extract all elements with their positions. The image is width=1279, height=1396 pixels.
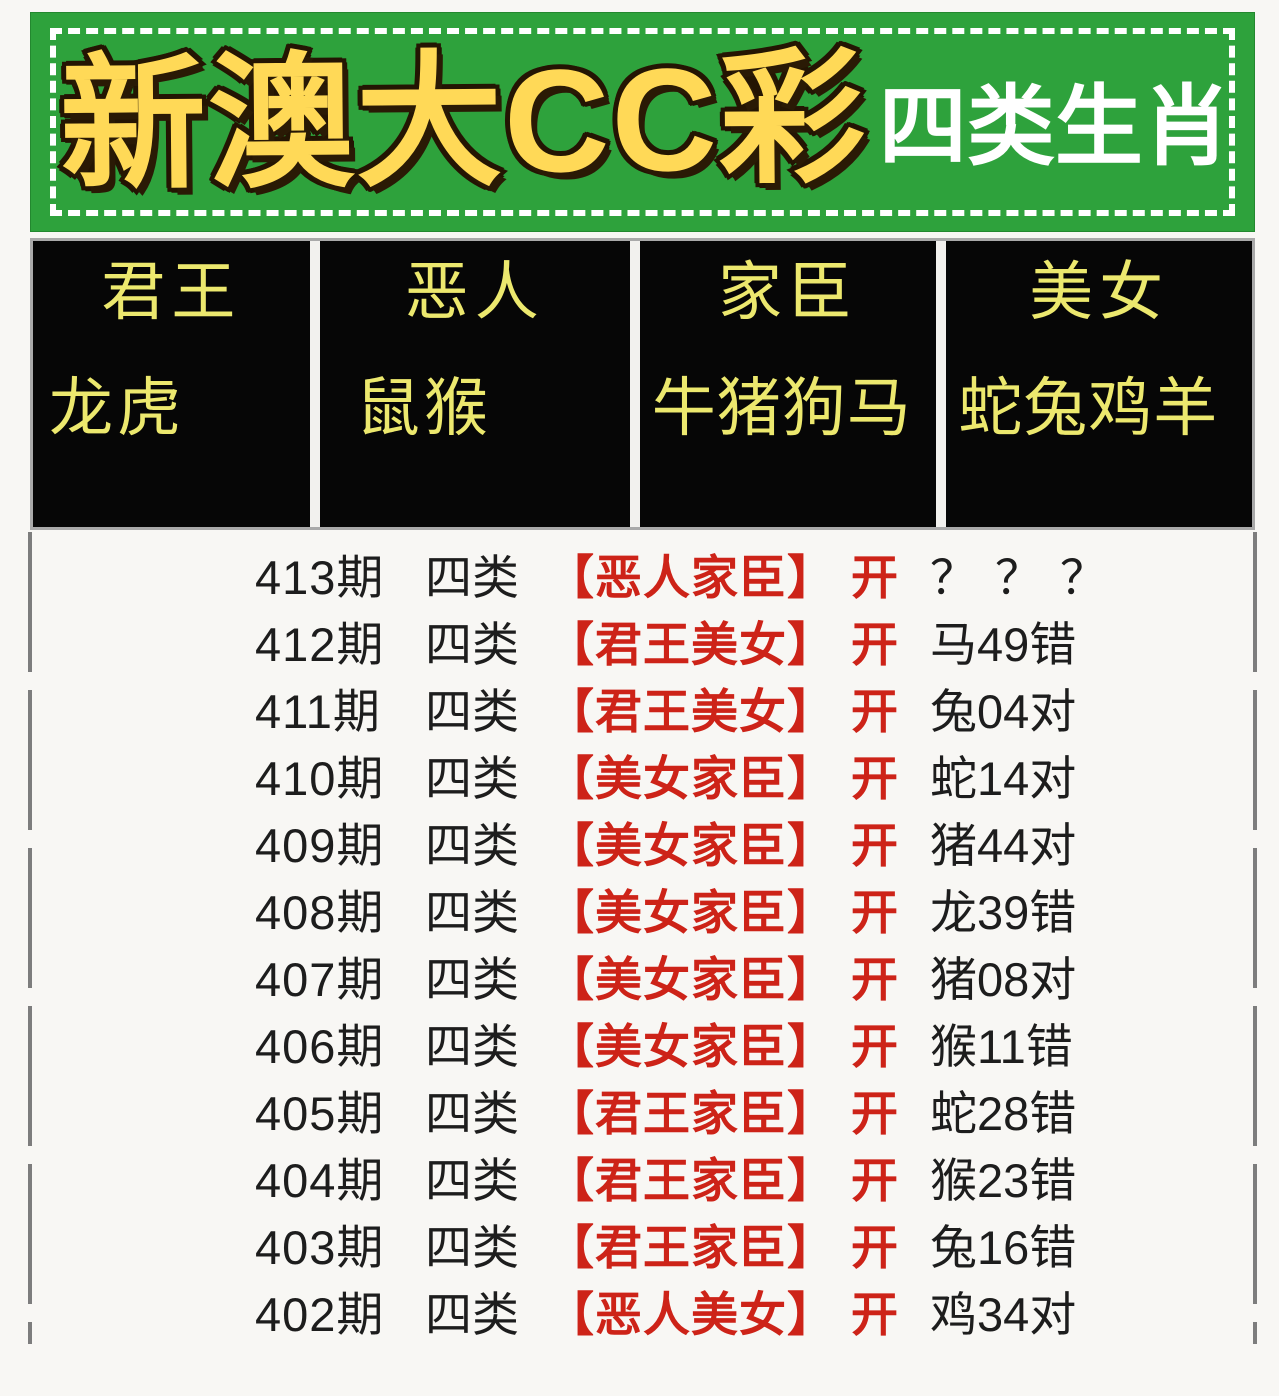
results-list: 413期 四类 【恶人家臣】 开 ？？？ 412期 四类 【君王美女】 开 马4… [28, 532, 1257, 1344]
result-row: 410期 四类 【美女家臣】 开 蛇14对 [30, 741, 1255, 808]
open-label: 开 [851, 1288, 898, 1341]
pick-label: 【美女家臣】 [547, 1020, 835, 1073]
period-label: 410期 [255, 752, 385, 805]
pick-label: 【君王家臣】 [547, 1221, 835, 1274]
period-label: 411期 [255, 685, 381, 738]
left-dashed-rail [28, 532, 32, 1344]
period-label: 408期 [255, 886, 385, 939]
period-label: 412期 [255, 618, 385, 671]
pick-label: 【美女家臣】 [547, 886, 835, 939]
result-label: 龙39错 [930, 886, 1077, 939]
period-label: 405期 [255, 1087, 385, 1140]
page-title: 新澳大CC彩 [55, 32, 871, 210]
pick-label: 【恶人家臣】 [547, 551, 835, 604]
result-label: 兔16错 [930, 1221, 1077, 1274]
category-animals: 鼠猴 [355, 372, 492, 445]
category-cell-meinv: 美女 蛇兔鸡羊 [946, 241, 1252, 527]
result-row: 408期 四类 【美女家臣】 开 龙39错 [30, 875, 1255, 942]
result-row: 409期 四类 【美女家臣】 开 猪44对 [30, 808, 1255, 875]
type-label: 四类 [425, 685, 519, 738]
open-label: 开 [851, 752, 898, 805]
header-banner: 新澳大CC彩 四类生肖 [30, 12, 1255, 232]
result-row: 407期 四类 【美女家臣】 开 猪08对 [30, 942, 1255, 1009]
category-name: 美女 [1029, 256, 1170, 328]
result-row: 412期 四类 【君王美女】 开 马49错 [30, 607, 1255, 674]
category-animals: 蛇兔鸡羊 [958, 372, 1219, 445]
period-label: 406期 [255, 1020, 385, 1073]
type-label: 四类 [425, 1288, 519, 1341]
result-row: 403期 四类 【君王家臣】 开 兔16错 [30, 1210, 1255, 1277]
result-label: 猪08对 [930, 953, 1077, 1006]
type-label: 四类 [425, 551, 519, 604]
category-cell-eren: 恶人 鼠猴 [319, 241, 630, 527]
period-label: 413期 [255, 551, 385, 604]
period-label: 402期 [255, 1288, 385, 1341]
result-row: 405期 四类 【君王家臣】 开 蛇28错 [30, 1076, 1255, 1143]
result-label: 猴11错 [930, 1020, 1073, 1073]
category-animals: 龙虎 [49, 372, 185, 445]
pick-label: 【美女家臣】 [547, 752, 835, 805]
result-row: 411期 四类 【君王美女】 开 兔04对 [30, 674, 1255, 741]
pick-label: 【美女家臣】 [547, 953, 835, 1006]
period-label: 403期 [255, 1221, 385, 1274]
period-label: 409期 [255, 819, 385, 872]
result-label: 猪44对 [930, 819, 1077, 872]
pick-label: 【君王美女】 [547, 685, 835, 738]
type-label: 四类 [425, 1221, 519, 1274]
type-label: 四类 [425, 618, 519, 671]
result-label: 兔04对 [930, 685, 1077, 738]
pick-label: 【君王美女】 [547, 618, 835, 671]
pick-label: 【恶人美女】 [547, 1288, 835, 1341]
result-label: 蛇28错 [930, 1087, 1077, 1140]
category-cell-jiachen: 家臣 牛猪狗马 [639, 241, 937, 527]
type-label: 四类 [425, 886, 519, 939]
pick-label: 【美女家臣】 [547, 819, 835, 872]
open-label: 开 [851, 1087, 898, 1140]
open-label: 开 [851, 618, 898, 671]
category-table: 君王 龙虎 恶人 鼠猴 家臣 牛猪狗马 美女 蛇兔鸡羊 [30, 238, 1255, 530]
type-label: 四类 [425, 1154, 519, 1207]
page-subtitle: 四类生肖 [878, 77, 1231, 176]
result-row: 404期 四类 【君王家臣】 开 猴23错 [30, 1143, 1255, 1210]
category-name: 君王 [101, 256, 242, 328]
open-label: 开 [851, 1221, 898, 1274]
pick-label: 【君王家臣】 [547, 1154, 835, 1207]
type-label: 四类 [425, 953, 519, 1006]
open-label: 开 [851, 953, 898, 1006]
result-row: 406期 四类 【美女家臣】 开 猴11错 [30, 1009, 1255, 1076]
result-label: 鸡34对 [930, 1288, 1077, 1341]
type-label: 四类 [425, 819, 519, 872]
type-label: 四类 [425, 752, 519, 805]
open-label: 开 [851, 1154, 898, 1207]
category-cell-junwang: 君王 龙虎 [33, 241, 310, 527]
type-label: 四类 [425, 1020, 519, 1073]
result-row: 402期 四类 【恶人美女】 开 鸡34对 [30, 1277, 1255, 1344]
result-label: 蛇14对 [930, 752, 1077, 805]
category-name: 恶人 [404, 256, 545, 328]
result-row: 413期 四类 【恶人家臣】 开 ？？？ [30, 540, 1255, 607]
type-label: 四类 [425, 1087, 519, 1140]
result-label: 猴23错 [930, 1154, 1077, 1207]
open-label: 开 [851, 886, 898, 939]
category-animals: 牛猪狗马 [651, 372, 912, 445]
category-name: 家臣 [717, 256, 858, 328]
open-label: 开 [851, 551, 898, 604]
pick-label: 【君王家臣】 [547, 1087, 835, 1140]
right-dashed-rail [1253, 532, 1257, 1344]
open-label: 开 [851, 1020, 898, 1073]
open-label: 开 [851, 819, 898, 872]
period-label: 407期 [255, 953, 385, 1006]
period-label: 404期 [255, 1154, 385, 1207]
result-label: 马49错 [930, 618, 1077, 671]
open-label: 开 [851, 685, 898, 738]
result-label: ？？？ [930, 551, 1125, 604]
banner-content: 新澳大CC彩 四类生肖 [30, 12, 1255, 232]
